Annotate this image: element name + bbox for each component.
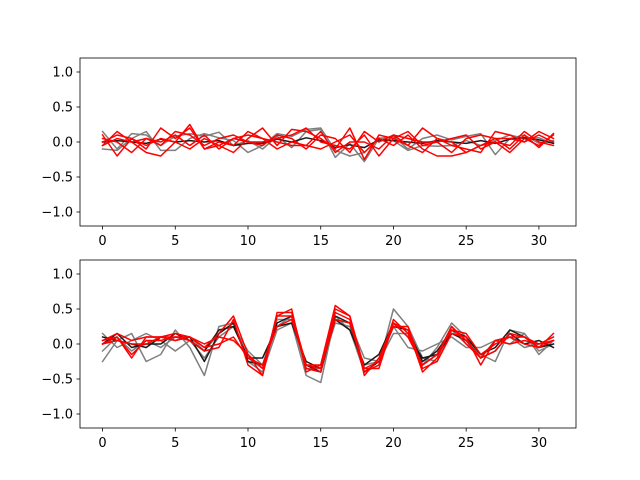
x-tick-label: 30: [531, 436, 548, 451]
y-tick-label: 0.0: [52, 136, 73, 151]
y-tick-label: −0.5: [41, 171, 73, 186]
x-tick-label: 5: [171, 234, 179, 249]
series-line-gray-1: [101, 127, 555, 157]
x-tick-label: 15: [312, 234, 329, 249]
x-tick-label: 20: [385, 234, 402, 249]
y-tick-label: 1.0: [52, 268, 73, 283]
y-tick-label: −1.0: [41, 206, 73, 221]
x-tick-label: 0: [98, 234, 106, 249]
x-tick-label: 15: [312, 436, 329, 451]
series-group: [101, 304, 555, 384]
x-tick-label: 5: [171, 436, 179, 451]
x-tick-label: 0: [98, 436, 106, 451]
x-tick-label: 25: [458, 436, 475, 451]
series-group: [101, 123, 555, 163]
y-tick-label: 0.5: [52, 101, 73, 116]
series-line-red-7: [101, 123, 555, 154]
y-tick-label: −1.0: [41, 408, 73, 423]
y-tick-label: 0.5: [52, 303, 73, 318]
series-line-red-6: [101, 304, 555, 377]
series-line-red-4: [101, 127, 555, 154]
x-tick-label: 30: [531, 234, 548, 249]
series-line-red-8: [101, 318, 555, 370]
x-tick-label: 10: [240, 436, 257, 451]
y-tick-label: 1.0: [52, 66, 73, 81]
x-tick-label: 25: [458, 234, 475, 249]
y-tick-label: 0.0: [52, 338, 73, 353]
x-tick-label: 10: [240, 234, 257, 249]
subplot-bottom: 0 5 10 15 20 25 30 −1.0 −0.5 0.0 0.5 1.0: [41, 259, 577, 451]
subplot-top: 0 5 10 15 20 25 30 −1.0 −0.5 0.0 0.5 1.0: [41, 57, 577, 249]
x-tick-label: 20: [385, 436, 402, 451]
y-tick-label: −0.5: [41, 373, 73, 388]
